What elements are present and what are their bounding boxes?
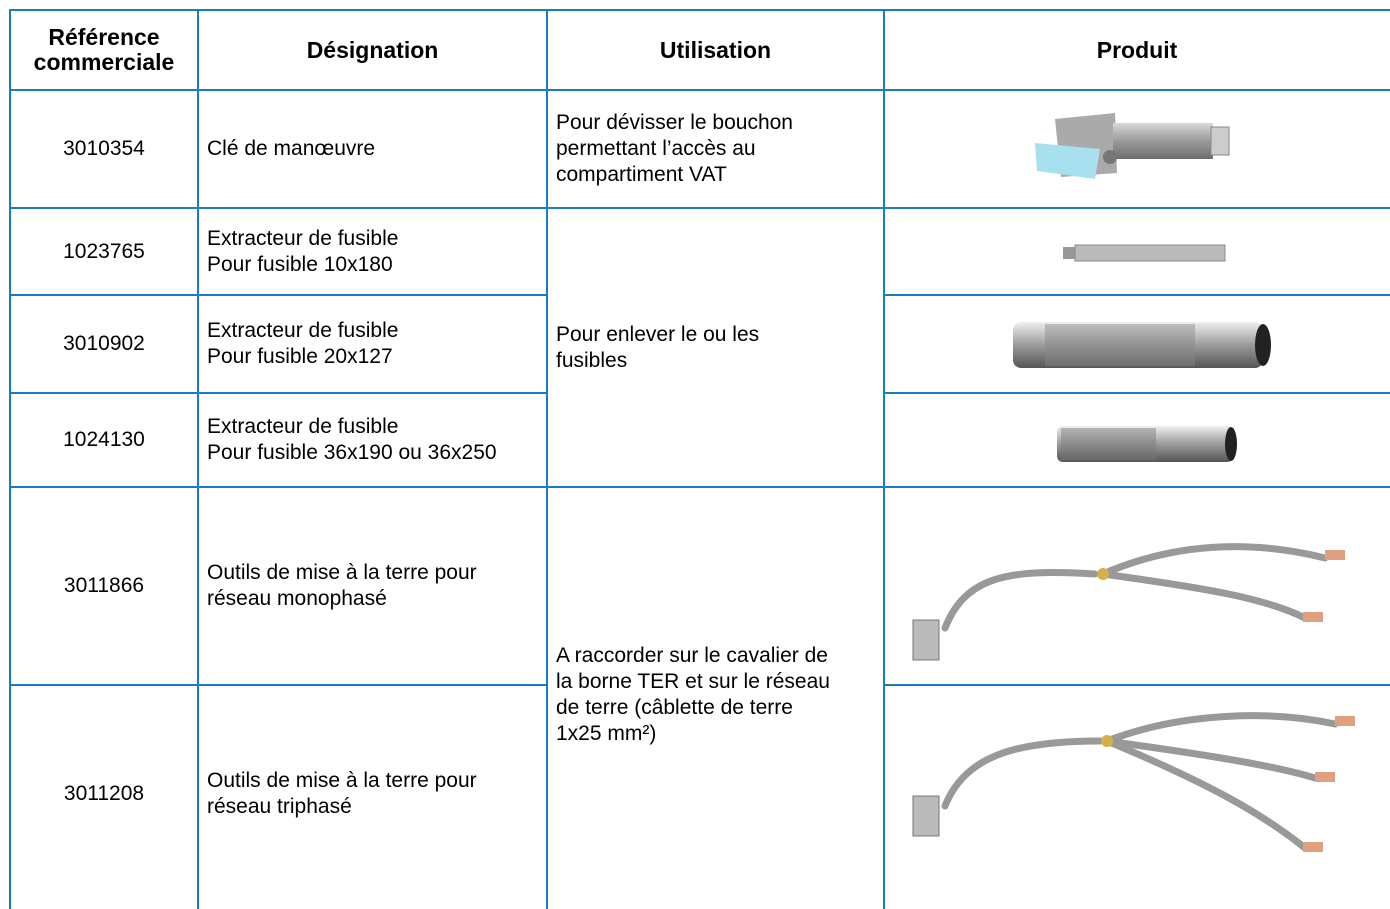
row-border — [10, 486, 1390, 488]
header-cell: Utilisation — [547, 10, 884, 90]
header-text: Produit — [1096, 36, 1178, 63]
header-text: Référence commerciale — [33, 24, 175, 75]
row-border — [10, 207, 1390, 209]
column-border — [546, 9, 548, 909]
text-line: réseau triphasé — [207, 795, 352, 818]
reference-cell: 3011208 — [10, 685, 198, 903]
row-border — [884, 392, 1390, 394]
row-border — [10, 294, 547, 296]
text-line: permettant l’accès au — [556, 137, 756, 160]
row-border — [884, 684, 1390, 686]
text-line: Outils de mise à la terre pour — [207, 561, 477, 584]
designation-cell: Extracteur de fusible Pour fusible 10x180 — [198, 208, 547, 295]
row-border — [884, 294, 1390, 296]
text-line: Clé de manœuvre — [207, 137, 376, 160]
reference-cell: 1024130 — [10, 393, 198, 487]
text-line: 3011208 — [63, 782, 145, 805]
header-cell: Référence commerciale — [10, 10, 198, 90]
text-line: Pour fusible 20x127 — [207, 345, 393, 368]
product-image — [1057, 426, 1237, 462]
product-image — [1035, 113, 1230, 179]
usage-cell: Pour dévisser le bouchon permettant l’acc… — [547, 90, 884, 208]
header-cell: Produit — [884, 10, 1390, 90]
product-image — [912, 712, 1355, 852]
header-text: Désignation — [306, 36, 439, 63]
usage-cell: A raccorder sur le cavalier de la borne T… — [547, 487, 884, 903]
product-image — [912, 543, 1345, 661]
reference-cell: 3011866 — [10, 487, 198, 685]
text-line: 3010902 — [63, 332, 145, 355]
designation-cell: Outils de mise à la terre pour réseau mon… — [198, 487, 547, 685]
text-line: réseau monophasé — [207, 587, 387, 610]
column-border — [9, 9, 11, 909]
text-line: Pour enlever le ou les — [556, 322, 760, 346]
text-line: 1024130 — [63, 428, 145, 451]
reference-cell: 1023765 — [10, 208, 198, 295]
header-text: Utilisation — [659, 36, 772, 63]
row-border — [10, 9, 1390, 11]
text-line: 3010354 — [63, 137, 145, 160]
text-line: Outils de mise à la terre pour — [207, 769, 477, 792]
text-line: Extracteur de fusible — [207, 415, 399, 438]
designation-cell: Extracteur de fusible Pour fusible 36x190… — [198, 393, 547, 487]
product-image — [1013, 322, 1271, 368]
column-border — [883, 9, 885, 909]
text-line: Extracteur de fusible — [207, 226, 399, 250]
header-cell: Désignation — [198, 10, 547, 90]
row-border — [10, 392, 547, 394]
text-line: Pour fusible 10x180 — [207, 252, 393, 276]
row-border — [10, 89, 1390, 91]
row-border — [10, 684, 547, 686]
designation-cell: Outils de mise à la terre pour réseau tri… — [198, 685, 547, 903]
text-line: 3011866 — [63, 574, 145, 597]
text-line: Pour dévisser le bouchon — [556, 111, 793, 134]
text-line: de terre (câblette de terre — [556, 696, 793, 719]
text-line: A raccorder sur le cavalier de — [556, 644, 828, 667]
text-line: 1023765 — [63, 239, 145, 263]
reference-cell: 3010354 — [10, 90, 198, 208]
text-line: Pour fusible 36x190 ou 36x250 — [207, 441, 497, 464]
text-line: compartiment VAT — [556, 163, 727, 186]
text-line: Extracteur de fusible — [207, 319, 399, 342]
reference-cell: 3010902 — [10, 295, 198, 393]
text-line: fusibles — [556, 348, 628, 372]
text-line: 1x25 mm²) — [556, 722, 657, 745]
product-image — [1063, 244, 1226, 262]
usage-cell: Pour enlever le ou les fusibles — [547, 208, 884, 487]
designation-cell: Clé de manœuvre — [198, 90, 547, 208]
text-line: la borne TER et sur le réseau — [556, 670, 830, 693]
designation-cell: Extracteur de fusible Pour fusible 20x127 — [198, 295, 547, 393]
column-border — [197, 9, 199, 909]
